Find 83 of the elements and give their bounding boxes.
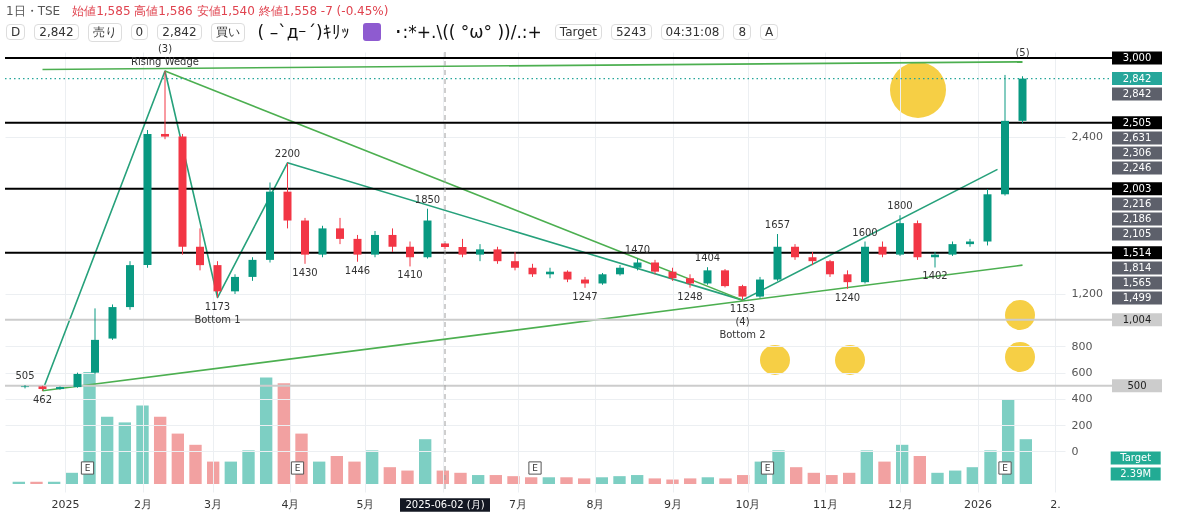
annotation: 1800 [887, 200, 913, 212]
x-tick-label: 7月 [509, 497, 527, 511]
annotation: 1657 [764, 219, 791, 231]
text: 04:31:08 [660, 24, 725, 40]
text: A [760, 24, 779, 40]
ref-line-label: 1,514 [1122, 246, 1152, 258]
annotation: 1173 [204, 300, 231, 312]
annotation: 1410 [397, 269, 423, 281]
text: 売り [87, 22, 122, 42]
annotation: E [84, 463, 91, 473]
annotation: 1600 [852, 226, 878, 238]
ref-line-label: 2,003 [1122, 182, 1152, 194]
text: 2,842 [1122, 88, 1152, 99]
text: 1,565 [1122, 277, 1152, 288]
annotation: Bottom 1 [194, 313, 241, 325]
y-tick-label: 0 [1071, 444, 1079, 458]
ref-line-label: 3,000 [1122, 51, 1152, 63]
text: 8 [733, 24, 752, 40]
annotation: 1446 [344, 264, 371, 276]
ref-line-label: 500 [1127, 379, 1147, 391]
x-tick-label: 4月 [281, 497, 300, 511]
text: 2,631 [1122, 132, 1152, 143]
annotation: 1240 [834, 291, 861, 303]
x-tick-label: 2. [1050, 497, 1061, 511]
x-tick-label: 8月 [586, 497, 605, 511]
text: ( –`дｰ´)ｷﾘｯ [256, 22, 351, 42]
text: 1,499 [1122, 292, 1152, 303]
annotation: 1248 [677, 290, 703, 302]
x-tick-label: 12月 [888, 497, 913, 511]
annotation: E [1002, 463, 1009, 473]
x-tick-label: 5月 [356, 497, 375, 511]
annotation: 1430 [292, 266, 318, 278]
text: 2,842 [157, 24, 202, 40]
annotation: 1247 [572, 290, 598, 302]
text: 買い [210, 22, 245, 42]
y-tick-label: 400 [1071, 392, 1093, 406]
annotation: 505 [15, 370, 35, 382]
text: 2,105 [1122, 228, 1152, 239]
x-tick-label: 11月 [813, 497, 838, 511]
x-tick-label: 9月 [664, 497, 682, 511]
y-tick-label: 200 [1071, 418, 1093, 432]
x-tick-label: 2025 [51, 497, 80, 511]
chart-title: 1日・TSE [6, 4, 61, 18]
x-tick-label: 2026 [964, 497, 992, 511]
ref-line-label: 2,842 [1122, 72, 1152, 84]
x-tick-label: 10月 [735, 497, 761, 511]
text: 2,246 [1122, 162, 1152, 173]
annotation: E [764, 463, 771, 473]
text: 1,814 [1122, 262, 1152, 273]
x-tick-label: 3月 [204, 497, 222, 511]
annotation: 1153 [729, 303, 756, 315]
y-tick-label: 600 [1071, 366, 1093, 380]
annotation: (5) [1015, 46, 1030, 58]
text: ･:*+.\(( °ω° ))/.:+ [392, 22, 543, 42]
ref-line-label: 2,505 [1122, 116, 1152, 128]
text: Target [1119, 452, 1152, 463]
text: 2,306 [1122, 147, 1152, 158]
annotation: E [294, 463, 301, 473]
x-tick-label: 2月 [134, 497, 152, 511]
text: 2,216 [1122, 198, 1152, 209]
ref-line-label: 1,004 [1122, 313, 1152, 325]
text: 2,842 [34, 24, 79, 40]
annotation: 2200 [274, 147, 301, 159]
y-tick-label: 800 [1071, 339, 1093, 353]
annotation: E [532, 463, 539, 473]
annotation: (4) [735, 316, 750, 328]
annotation: Rising Wedge [131, 56, 199, 68]
y-tick-label: 1,200 [1071, 287, 1103, 301]
annotation: 462 [32, 393, 53, 405]
text: 5243 [610, 24, 652, 40]
y-tick-label: 2,400 [1071, 130, 1103, 144]
annotation: (3) [157, 43, 173, 55]
annotation: 1404 [694, 252, 721, 264]
annotation: Bottom 2 [719, 329, 766, 341]
text: D [6, 24, 26, 40]
chart-subtitle: 始値1,585 高値1,586 安値1,540 終値1,558 -7 (-0.45%) [72, 4, 389, 18]
text: 2.39M [1120, 468, 1152, 479]
annotation: 1470 [624, 243, 651, 255]
text: Target [554, 24, 602, 40]
text: 2,186 [1122, 213, 1152, 224]
ref-line-label: 2025-06-02 (月) [405, 499, 485, 510]
annotation: 1850 [414, 193, 441, 205]
text: 0 [130, 24, 149, 40]
